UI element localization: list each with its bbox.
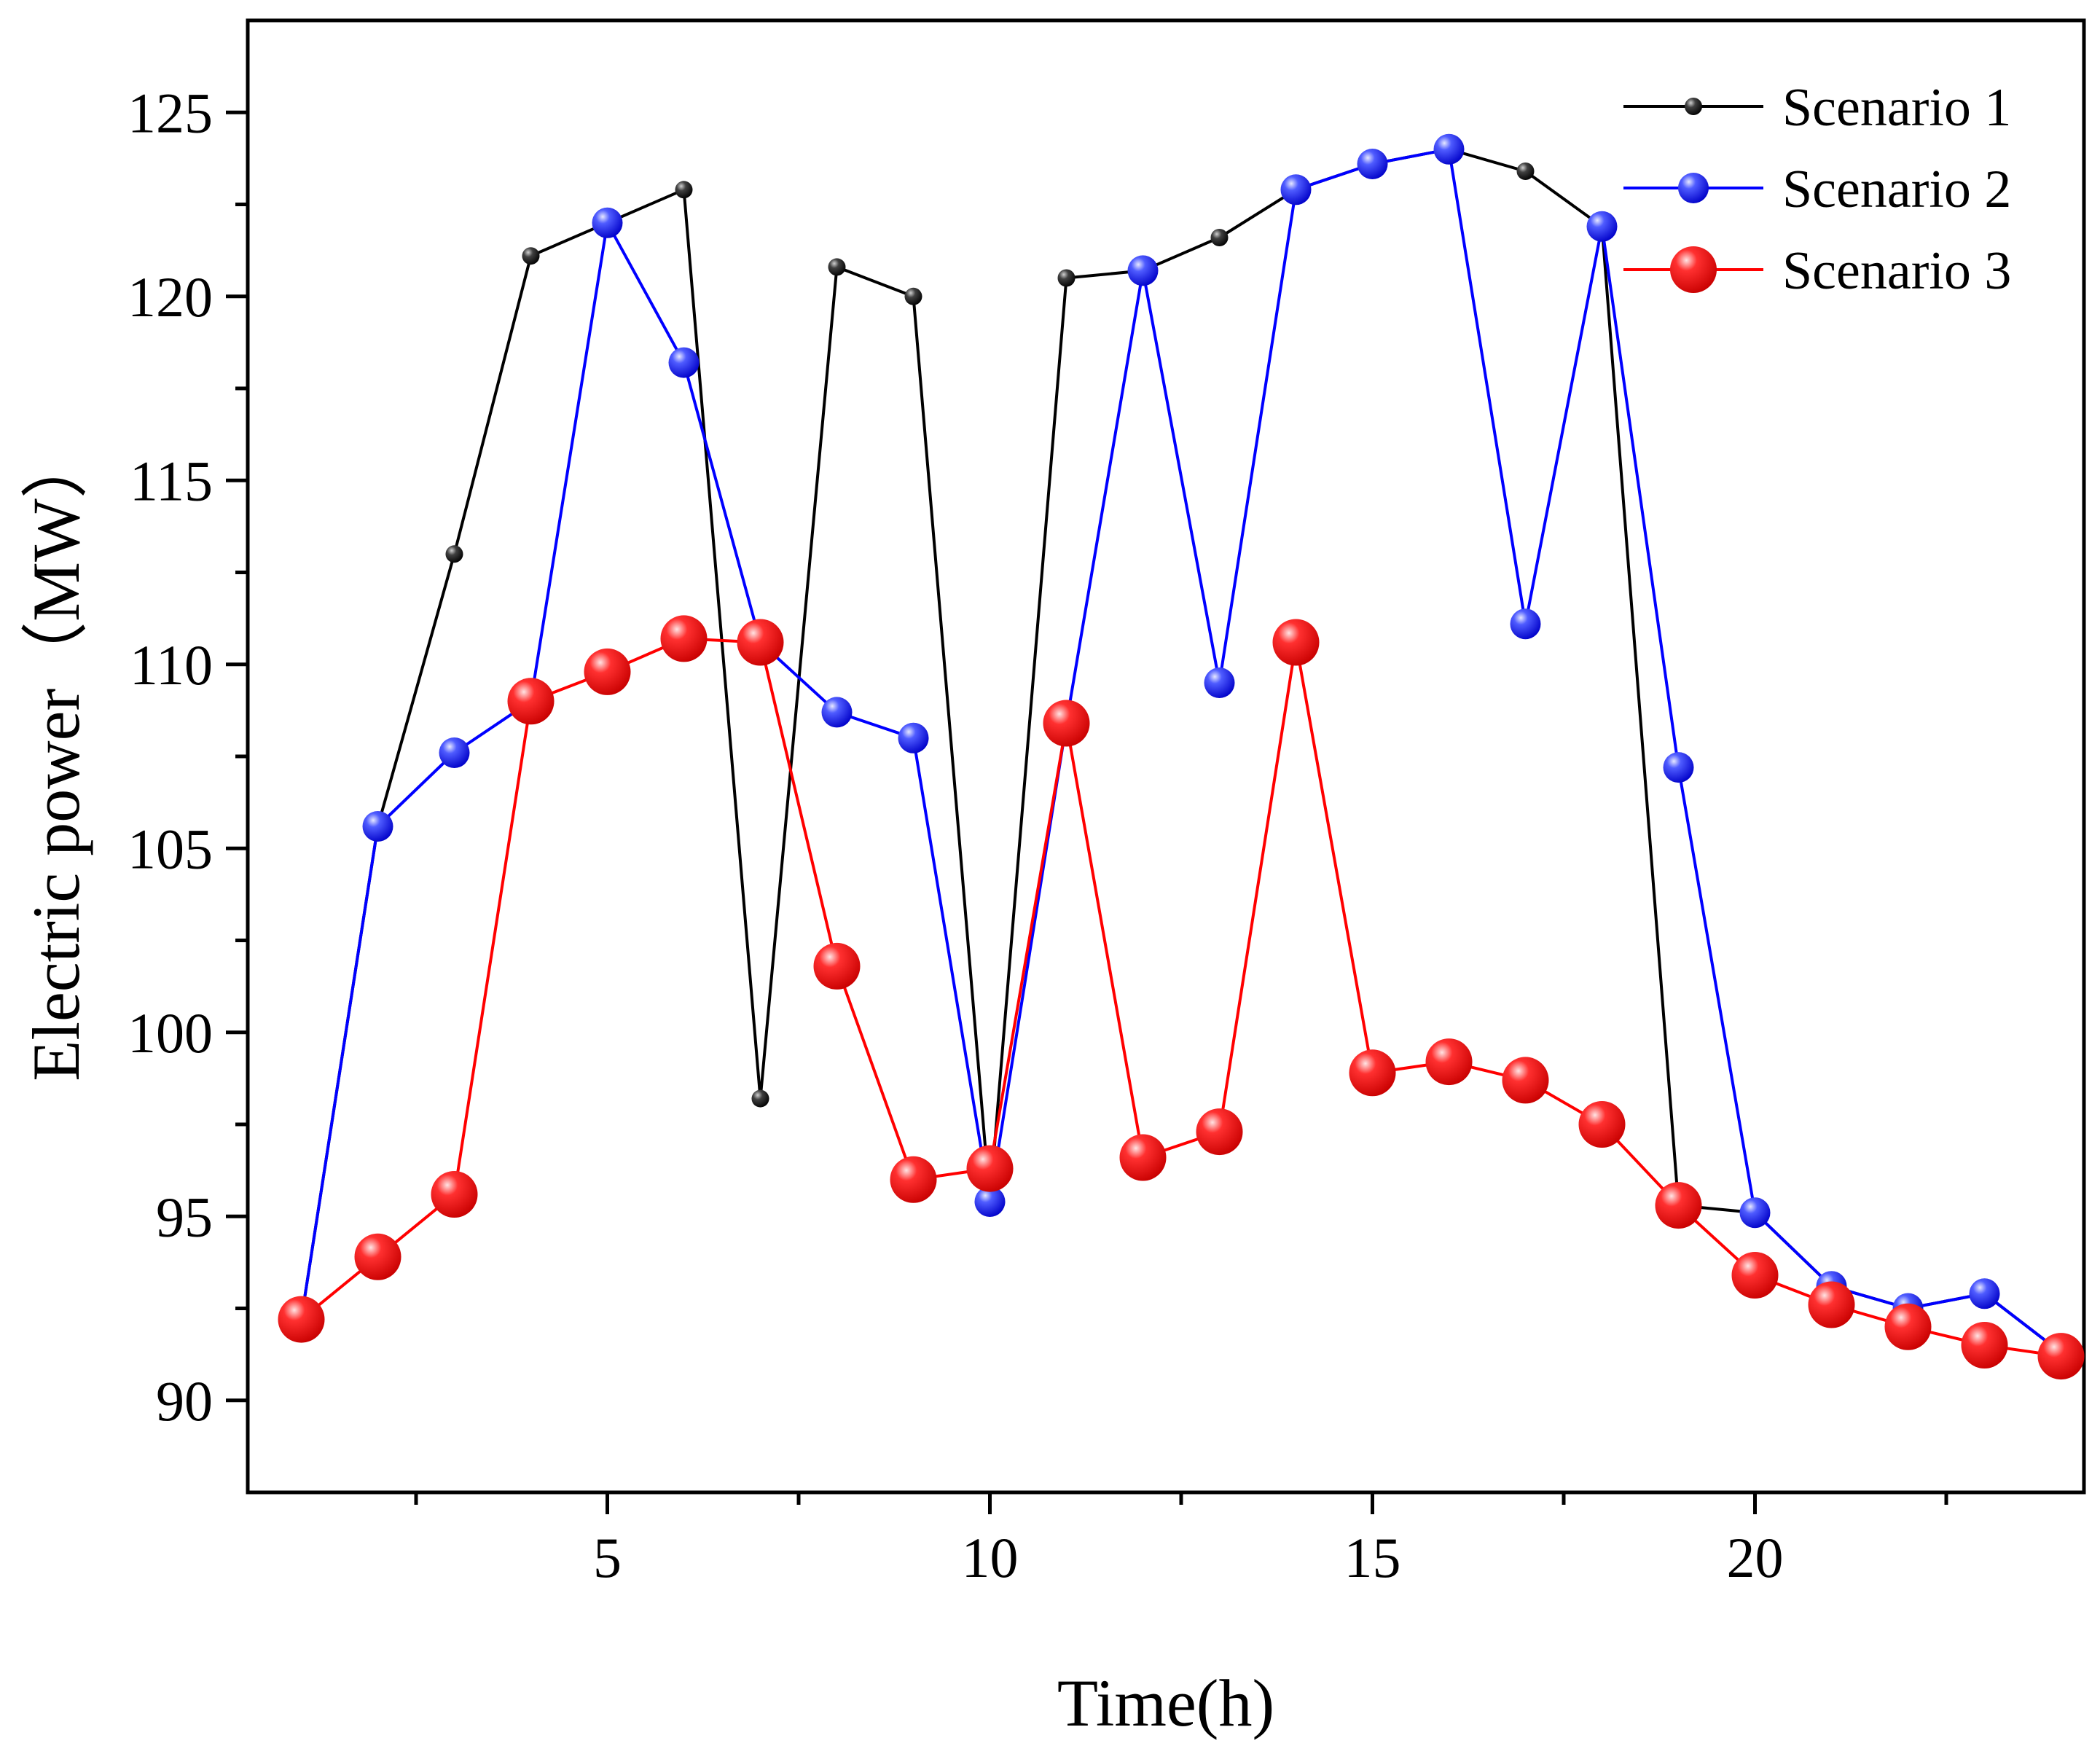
y-tick-label: 120 xyxy=(128,265,213,329)
data-point-scenario-1 xyxy=(522,247,540,265)
series-line-scenario-2 xyxy=(299,147,2062,1354)
data-point-scenario-3 xyxy=(1349,1049,1396,1097)
x-tick-label: 20 xyxy=(1727,1526,1784,1589)
data-point-scenario-1 xyxy=(1210,229,1229,246)
legend-marker-scenario-2 xyxy=(1678,173,1709,203)
data-point-scenario-3 xyxy=(1272,619,1320,666)
data-point-scenario-2 xyxy=(898,722,929,753)
y-tick-label: 100 xyxy=(128,1001,213,1065)
data-point-scenario-3 xyxy=(1119,1134,1167,1181)
data-point-scenario-3 xyxy=(507,678,555,725)
data-point-scenario-1 xyxy=(828,258,846,276)
axis-ticks: 5 10 15 20 90 95 100 105 110 115 120 125 xyxy=(128,81,1948,1589)
x-tick-label: 15 xyxy=(1344,1526,1401,1589)
legend-label-scenario-2: Scenario 2 xyxy=(1782,160,2011,219)
data-point-scenario-3 xyxy=(1043,700,1090,747)
legend-label-scenario-1: Scenario 1 xyxy=(1782,78,2011,138)
data-point-scenario-2 xyxy=(1663,752,1694,783)
legend: Scenario 1 Scenario 2 Scenario 3 xyxy=(1623,78,2011,301)
data-point-scenario-1 xyxy=(1057,269,1076,287)
data-point-scenario-2 xyxy=(1510,608,1541,640)
data-point-scenario-2 xyxy=(1739,1197,1771,1229)
data-point-scenario-3 xyxy=(737,619,784,666)
data-point-scenario-3 xyxy=(813,942,861,990)
series-line-scenario-3 xyxy=(300,637,2061,1358)
data-point-scenario-3 xyxy=(1961,1322,2008,1369)
data-point-scenario-2 xyxy=(362,811,393,842)
legend-label-scenario-3: Scenario 3 xyxy=(1782,241,2011,301)
data-point-scenario-2 xyxy=(1969,1278,2000,1309)
data-point-scenario-2 xyxy=(1586,211,1618,242)
legend-marker-scenario-1 xyxy=(1685,98,1702,115)
data-point-scenario-3 xyxy=(1502,1057,1549,1104)
data-point-scenario-1 xyxy=(445,545,463,563)
y-tick-label: 95 xyxy=(156,1185,213,1248)
x-tick-label: 10 xyxy=(962,1526,1019,1589)
series-markers xyxy=(278,133,2085,1380)
data-point-scenario-2 xyxy=(821,697,853,728)
y-axis-label: Electric power（MW） xyxy=(19,431,93,1081)
x-axis-label: Time(h) xyxy=(1057,1666,1274,1740)
data-point-scenario-3 xyxy=(660,615,708,662)
y-tick-label: 110 xyxy=(130,633,213,697)
data-point-scenario-3 xyxy=(431,1171,478,1218)
data-point-scenario-3 xyxy=(1655,1182,1702,1229)
y-tick-label: 90 xyxy=(156,1369,213,1433)
data-point-scenario-1 xyxy=(1516,163,1535,180)
data-point-scenario-3 xyxy=(1808,1281,1855,1328)
data-point-scenario-2 xyxy=(974,1186,1006,1217)
data-point-scenario-2 xyxy=(1280,174,1312,205)
data-point-scenario-3 xyxy=(1884,1303,1932,1350)
data-point-scenario-2 xyxy=(1127,255,1159,286)
data-point-scenario-3 xyxy=(584,648,631,695)
legend-marker-scenario-3 xyxy=(1670,246,1717,293)
data-point-scenario-3 xyxy=(1425,1038,1473,1086)
series-line-scenario-1 xyxy=(299,147,2062,1354)
data-point-scenario-3 xyxy=(1196,1108,1243,1156)
data-point-scenario-2 xyxy=(592,207,623,238)
data-point-scenario-3 xyxy=(890,1156,937,1203)
data-point-scenario-1 xyxy=(751,1089,769,1108)
data-point-scenario-2 xyxy=(1204,667,1235,698)
data-point-scenario-2 xyxy=(1433,133,1465,165)
x-tick-label: 5 xyxy=(593,1526,622,1589)
series-lines xyxy=(299,147,2062,1358)
data-point-scenario-2 xyxy=(668,347,700,378)
data-point-scenario-3 xyxy=(1578,1101,1626,1148)
data-point-scenario-3 xyxy=(1731,1252,1779,1299)
data-point-scenario-1 xyxy=(675,181,693,199)
y-tick-label: 115 xyxy=(130,449,213,512)
data-point-scenario-3 xyxy=(278,1296,325,1343)
data-point-scenario-3 xyxy=(354,1233,401,1280)
data-point-scenario-3 xyxy=(966,1145,1014,1192)
data-point-scenario-1 xyxy=(904,287,922,305)
data-point-scenario-2 xyxy=(439,737,470,768)
data-point-scenario-3 xyxy=(2037,1333,2085,1380)
data-point-scenario-2 xyxy=(1357,149,1388,179)
y-tick-label: 125 xyxy=(128,81,213,144)
y-tick-label: 105 xyxy=(128,817,213,880)
